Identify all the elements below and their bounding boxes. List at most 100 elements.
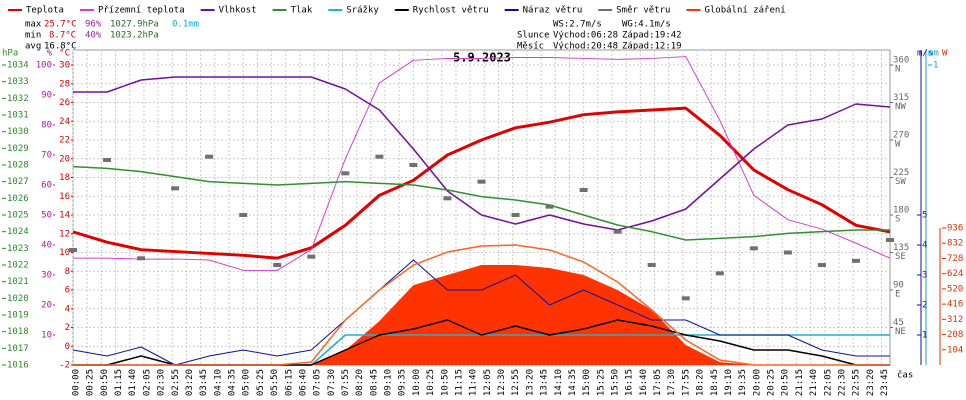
y-tick-label: 936: [947, 224, 963, 234]
y-tick-label: 832: [947, 239, 963, 249]
info-value: 1023.2hPa: [110, 31, 159, 41]
y-tick-label: 16: [59, 192, 70, 202]
legend-label: Tlak: [291, 6, 313, 16]
point: [69, 248, 77, 252]
point: [613, 229, 622, 234]
y-tick-label: 360: [893, 56, 909, 66]
point: [681, 296, 690, 301]
x-tick-label: 19:10: [724, 369, 734, 396]
y-tick-label: 28: [59, 79, 70, 89]
x-tick-label: 17:05: [653, 369, 663, 396]
line: [73, 76, 891, 231]
info-value: 1027.9hPa: [110, 20, 159, 30]
x-tick-label: 08:45: [369, 369, 379, 396]
info-value: 40%: [85, 31, 102, 41]
legend-label: Teplota: [26, 6, 64, 16]
line: [72, 259, 890, 366]
x-tick-label: 16:15: [625, 369, 635, 396]
legend-label: Srážky: [346, 6, 379, 16]
x-tick-label: 20:25: [767, 369, 777, 396]
point: [886, 238, 894, 242]
x-tick-label: 11:40: [469, 369, 479, 396]
y-tick-label: 90: [41, 91, 52, 101]
info-value: 16.8°C: [44, 42, 77, 52]
info-label: max: [25, 20, 42, 30]
y-tick-label: 1025: [7, 211, 29, 221]
point: [409, 163, 418, 167]
y-tick-label: 135: [893, 243, 909, 253]
x-tick-label: 13:20: [525, 369, 535, 396]
y-tick-label: NE: [895, 327, 906, 337]
info-value: 96%: [85, 20, 102, 30]
line: [73, 244, 890, 366]
legend-label: Rychlost větru: [413, 6, 489, 16]
x-tick-label: 04:35: [228, 369, 238, 396]
x-tick-label: 00:00: [72, 369, 82, 396]
axis-label: hPa: [2, 49, 18, 59]
y-tick-label: 1027: [7, 177, 29, 187]
axis-label: °C: [59, 49, 70, 59]
y-tick-label: 90: [893, 281, 904, 291]
x-tick-label: 00:50: [100, 369, 110, 396]
x-tick-label: 14:10: [554, 369, 564, 396]
x-tick-label: 10:00: [412, 369, 422, 396]
legend-label: Směr větru: [616, 6, 670, 16]
y-tick-label: -2: [59, 361, 70, 371]
x-tick-label: 03:20: [185, 369, 195, 396]
y-tick-label: 270: [893, 131, 909, 141]
point: [205, 154, 214, 159]
x-tick-label: 22:30: [837, 369, 847, 396]
y-tick-label: 1034: [7, 61, 29, 71]
y-tick-label: 1026: [7, 194, 29, 204]
x-tick-label: 02:30: [157, 369, 167, 396]
y-tick-label: 14: [59, 211, 70, 221]
y-tick-label: 20: [59, 154, 70, 164]
y-tick-label: 40: [41, 241, 52, 251]
x-tick-label: 16:40: [639, 369, 649, 396]
info-value: WS:2.7m/s: [553, 20, 602, 30]
y-tick-label: 30: [41, 271, 52, 281]
x-tick-label: 23:20: [866, 369, 876, 396]
point: [477, 179, 486, 184]
x-tick-label: 18:20: [696, 369, 706, 396]
axis-label: %: [47, 49, 53, 59]
x-tick-label: 06:40: [298, 369, 308, 396]
line: [73, 56, 891, 271]
x-tick-label: 01:15: [114, 369, 124, 396]
x-tick-label: 12:55: [511, 369, 521, 396]
x-tick-label: 19:35: [738, 369, 748, 396]
y-tick-label: W: [895, 140, 901, 150]
y-tick-label: 1019: [7, 311, 29, 321]
info-label: Slunce: [517, 31, 550, 41]
info-value: Východ:06:28: [553, 31, 618, 41]
y-tick-label: 208: [947, 330, 963, 340]
x-tick-label: 06:15: [284, 369, 294, 396]
info-value: Východ:20:48: [553, 42, 618, 52]
point: [579, 188, 588, 192]
point: [307, 254, 316, 259]
x-tick-label: 03:45: [199, 369, 209, 396]
y-tick-label: 1022: [7, 261, 29, 271]
x-tick-label: 08:20: [355, 369, 365, 396]
info-value: 8.7°C: [49, 31, 76, 41]
x-tick-label: 13:45: [540, 369, 550, 396]
y-tick-label: 18: [59, 173, 70, 183]
y-tick-label: 45: [893, 318, 904, 328]
y-tick-label: 624: [947, 269, 963, 279]
y-tick-label: 1032: [7, 94, 29, 104]
x-tick-label: 10:50: [440, 369, 450, 396]
point: [443, 196, 452, 201]
y-tick-label: 520: [947, 284, 963, 294]
y-tick-label: 1: [933, 61, 938, 71]
y-tick-label: SW: [895, 177, 906, 187]
axis-label: m/s: [917, 49, 933, 59]
y-tick-label: 26: [59, 98, 70, 108]
y-tick-label: 1030: [7, 127, 29, 137]
line: [72, 106, 891, 260]
point: [715, 271, 724, 276]
y-tick-label: E: [895, 290, 900, 300]
point: [783, 250, 792, 255]
x-tick-label: 20:50: [781, 369, 791, 396]
x-tick-label: 09:10: [384, 369, 394, 396]
x-tick-label: 22:05: [823, 369, 833, 396]
